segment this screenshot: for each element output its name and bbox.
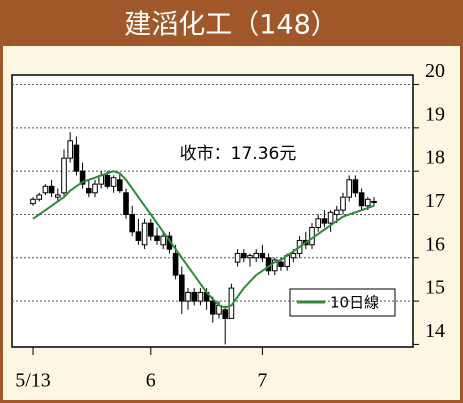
candle-body — [334, 209, 340, 215]
x-tick-label: 7 — [257, 370, 267, 392]
legend-label: 10日線 — [330, 294, 379, 312]
candle-body — [222, 309, 228, 319]
candle-body — [160, 235, 166, 246]
candle-body — [61, 157, 67, 194]
candle-body — [278, 261, 284, 267]
candle-body — [48, 185, 55, 194]
candle-body — [346, 179, 352, 198]
candle-body — [371, 200, 377, 203]
candle-body — [315, 218, 321, 228]
candle-body — [117, 179, 123, 192]
candle-body — [352, 179, 359, 194]
candle-body — [358, 192, 365, 207]
y-tick-label: 19 — [425, 103, 445, 125]
y-tick-label: 14 — [425, 320, 445, 342]
candle-body — [110, 177, 117, 187]
candle-body — [123, 192, 129, 215]
candle-body — [247, 255, 253, 259]
candle-body — [327, 211, 334, 224]
ma-line — [32, 170, 375, 309]
candle-body — [340, 196, 346, 211]
chart-title: 建滔化工（148） — [124, 10, 338, 41]
candle-body — [92, 183, 98, 194]
y-tick-label: 18 — [425, 147, 445, 169]
y-tick-label: 20 — [425, 60, 445, 82]
candle-body — [191, 291, 197, 302]
candle-body — [197, 291, 204, 302]
candle-body — [210, 300, 216, 315]
candle-body — [253, 252, 259, 259]
annotation: 收市：17.36元 — [180, 144, 297, 164]
candle-body — [42, 185, 49, 194]
x-tick-label: 6 — [146, 370, 156, 392]
candle-body — [321, 218, 328, 224]
candle-body — [365, 198, 371, 207]
candle-body — [148, 222, 154, 237]
candle-body — [67, 140, 74, 159]
candle-body — [135, 231, 142, 241]
candle-body — [36, 194, 43, 200]
x-tick-label: 5/13 — [15, 370, 51, 392]
legend-box — [289, 288, 396, 317]
candle-body — [259, 252, 266, 259]
candle-body — [30, 198, 36, 205]
candle-body — [241, 252, 247, 259]
candle-body — [290, 252, 297, 259]
candle-body — [79, 170, 86, 185]
y-tick-label: 17 — [425, 190, 445, 212]
y-tick-label: 16 — [425, 233, 445, 255]
candle-body — [73, 144, 80, 172]
candle-body — [234, 252, 241, 263]
candle-body — [55, 194, 61, 198]
candle-body — [272, 259, 278, 272]
candle-body — [141, 222, 148, 246]
candle-body — [129, 213, 135, 233]
y-tick-label: 15 — [425, 277, 445, 299]
candle-body — [179, 274, 185, 302]
candle-body — [104, 174, 111, 187]
candle-body — [172, 252, 179, 276]
candle-body — [154, 235, 160, 241]
candle-body — [185, 291, 191, 302]
candle-body — [86, 187, 92, 194]
